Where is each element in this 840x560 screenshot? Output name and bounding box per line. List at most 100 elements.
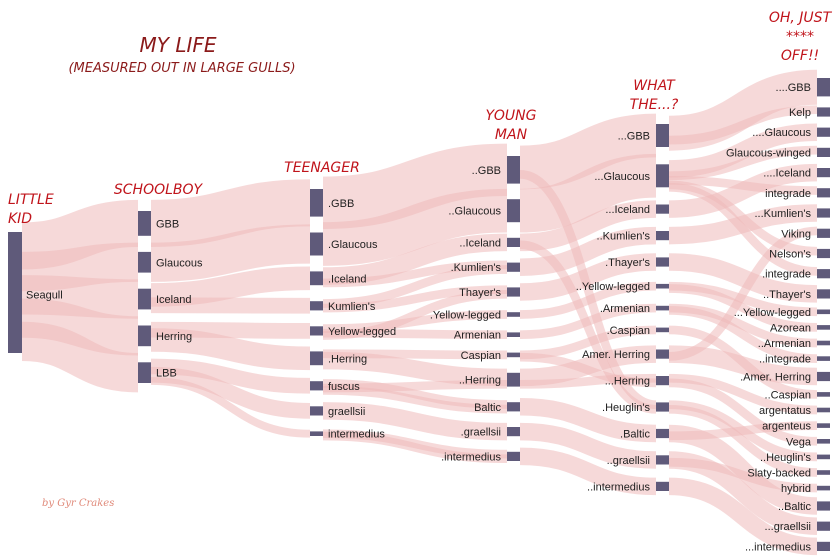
- node-label: ..Caspian: [765, 389, 811, 401]
- node-label: Baltic: [474, 402, 501, 414]
- sankey-node: [817, 107, 830, 117]
- sankey-node: [656, 455, 669, 465]
- node-label: ..graellsii: [607, 455, 650, 467]
- sankey-node: [507, 427, 520, 437]
- sankey-node: [656, 402, 669, 412]
- node-label: ..Heuglin's: [760, 452, 812, 464]
- flow-link: [322, 289, 508, 340]
- links-layer: [21, 69, 818, 556]
- node-label: Seagull: [26, 290, 63, 302]
- node-label: .intermedius: [441, 451, 501, 463]
- node-label: Nelson's: [769, 249, 811, 261]
- sankey-node: [138, 251, 151, 273]
- sankey-node: [138, 325, 151, 347]
- sankey-node: [817, 423, 830, 428]
- sankey-node: [138, 362, 151, 383]
- flow-link: [519, 226, 657, 276]
- flow-link: [21, 275, 139, 319]
- flow-link: [322, 402, 508, 441]
- sankey-node: [310, 189, 323, 217]
- sankey-node: [507, 352, 520, 358]
- sankey-node: [656, 428, 669, 439]
- stage-heading: YOUNG: [486, 108, 537, 124]
- node-label: graellsii: [328, 406, 365, 418]
- credit-text: by Gyr Crakes: [42, 498, 114, 509]
- node-label: Caspian: [461, 350, 501, 362]
- node-label: .Herring: [328, 353, 367, 365]
- sankey-node: [817, 228, 830, 238]
- node-label: ..Armenian: [758, 338, 811, 350]
- node-label: ..Thayer's: [763, 289, 811, 301]
- node-label: .Glaucous: [328, 239, 378, 251]
- node-label: Armenian: [454, 330, 501, 342]
- node-label: Glaucous-winged: [726, 147, 811, 159]
- flow-link: [668, 105, 818, 145]
- flow-link: [150, 179, 311, 247]
- sankey-node: [310, 351, 323, 366]
- flow-link: [21, 298, 139, 356]
- node-label: integrade: [765, 188, 811, 200]
- stage-heading: OFF!!: [781, 48, 819, 64]
- flow-link: [322, 265, 508, 308]
- flow-link: [322, 351, 508, 387]
- node-label: .Iceland: [328, 273, 367, 285]
- node-label: .Baltic: [620, 429, 650, 441]
- sankey-node: [817, 248, 830, 259]
- flow-link: [668, 253, 818, 303]
- node-label: hybrid: [781, 483, 811, 495]
- node-label: .Kumlien's: [451, 262, 502, 274]
- node-label: ..Herring: [459, 375, 501, 387]
- sankey-node: [310, 381, 323, 391]
- flow-link: [322, 260, 508, 288]
- sankey-node: [817, 392, 830, 397]
- sankey-node: [656, 327, 669, 333]
- flow-link: [21, 321, 139, 393]
- flow-link: [519, 113, 657, 190]
- node-label: .Yellow-legged: [430, 310, 501, 322]
- sankey-node: [138, 211, 151, 236]
- node-label: ..Baltic: [778, 501, 812, 513]
- sankey-node: [507, 332, 520, 337]
- flow-link: [668, 204, 818, 245]
- flow-link: [668, 421, 818, 441]
- sankey-node: [817, 485, 830, 491]
- sankey-node: [656, 231, 669, 241]
- sankey-node: [656, 164, 669, 188]
- sankey-node: [817, 439, 830, 444]
- sankey-node: [817, 407, 830, 413]
- node-label: argenteus: [762, 421, 811, 433]
- nodes-layer: [8, 78, 830, 551]
- node-label: ...Glaucous: [594, 171, 650, 183]
- stage-heading: TEENAGER: [284, 160, 360, 176]
- sankey-node: [310, 232, 323, 256]
- node-label: Vega: [786, 436, 812, 448]
- flow-link: [519, 240, 657, 414]
- node-label: Thayer's: [459, 287, 501, 299]
- sankey-node: [817, 501, 830, 511]
- sankey-node: [656, 305, 669, 311]
- node-label: Kelp: [789, 107, 811, 119]
- stage-heading: WHAT: [633, 78, 676, 94]
- flow-link: [21, 199, 139, 270]
- node-label: Kumlien's: [328, 301, 376, 313]
- flow-link: [668, 69, 818, 151]
- node-label: Viking: [781, 228, 811, 240]
- sankey-node: [656, 124, 669, 147]
- chart-title: MY LIFE: [139, 33, 216, 57]
- sankey-node: [817, 371, 830, 382]
- sankey-node: [817, 147, 830, 157]
- sankey-node: [138, 288, 151, 310]
- flow-link: [322, 285, 508, 313]
- node-label: ...Herring: [605, 376, 650, 388]
- node-label: intermedius: [328, 429, 385, 441]
- flow-link: [322, 188, 508, 266]
- node-label: ...intermedius: [745, 541, 812, 553]
- sankey-node: [656, 376, 669, 386]
- flow-link: [150, 366, 311, 419]
- sankey-node: [817, 127, 830, 137]
- node-label: Azorean: [770, 322, 811, 334]
- sankey-node: [310, 431, 323, 436]
- sankey-node: [8, 232, 22, 353]
- stage-heading: SCHOOLBOY: [114, 182, 204, 198]
